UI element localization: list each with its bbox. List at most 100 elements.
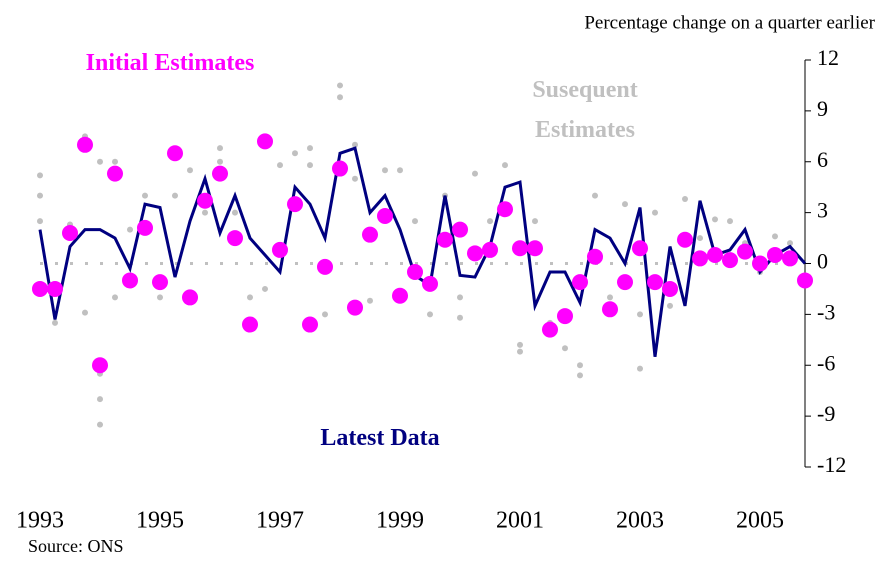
- point: [37, 172, 43, 179]
- point: [142, 192, 148, 199]
- point: [77, 136, 93, 153]
- point: [362, 226, 378, 243]
- source: Source: ONS: [28, 536, 124, 556]
- line: [38, 146, 807, 357]
- y-tick-label: 3: [817, 198, 828, 223]
- point: [682, 196, 688, 203]
- y-tick-label: -12: [817, 452, 846, 477]
- subsequent-label: Susequent Estimates: [532, 77, 638, 143]
- point: [47, 280, 63, 297]
- point: [407, 263, 423, 280]
- point: [497, 201, 513, 218]
- point: [722, 252, 738, 269]
- point: [412, 218, 418, 225]
- point: [167, 145, 183, 162]
- point: [692, 250, 708, 267]
- point: [52, 319, 58, 326]
- point: [577, 372, 583, 379]
- x-tick-label: 1997: [256, 508, 304, 534]
- y-tick-label: 0: [817, 249, 828, 274]
- point: [712, 216, 718, 223]
- x-tick-label: 2003: [616, 508, 664, 534]
- point: [697, 235, 703, 242]
- x-tick-label: 2001: [496, 508, 544, 534]
- point: [572, 274, 588, 291]
- point: [272, 241, 288, 258]
- point: [427, 311, 433, 318]
- point: [277, 162, 283, 169]
- point: [472, 170, 478, 177]
- point: [247, 294, 253, 301]
- point: [127, 226, 133, 233]
- point: [187, 167, 193, 174]
- point: [752, 255, 768, 272]
- point: [392, 287, 408, 304]
- subtitle: Percentage change on a quarter earlier: [584, 12, 875, 33]
- x-tick-label: 1999: [376, 508, 424, 534]
- point: [202, 209, 208, 216]
- point: [602, 301, 618, 318]
- point: [502, 162, 508, 169]
- point: [217, 158, 223, 165]
- point: [617, 274, 633, 291]
- point: [37, 192, 43, 199]
- point: [292, 150, 298, 157]
- point: [662, 280, 678, 297]
- y-tick-label: 6: [817, 147, 828, 172]
- point: [302, 316, 318, 333]
- point: [322, 311, 328, 318]
- initial-label: Initial Estimates: [85, 50, 255, 76]
- y-tick-label: -9: [817, 401, 835, 426]
- point: [157, 294, 163, 301]
- point: [422, 275, 438, 292]
- point: [592, 192, 598, 199]
- point: [112, 294, 118, 301]
- point: [457, 294, 463, 301]
- x-tick-label: 1995: [136, 508, 184, 534]
- x-tick-label: 2005: [736, 508, 784, 534]
- point: [542, 321, 558, 338]
- y-tick-label: -3: [817, 299, 835, 324]
- point: [97, 396, 103, 403]
- point: [667, 302, 673, 309]
- point: [577, 362, 583, 369]
- latest-label: Latest Data: [320, 425, 440, 451]
- point: [37, 218, 43, 225]
- point: [112, 158, 118, 165]
- point: [92, 357, 108, 374]
- point: [457, 314, 463, 321]
- point: [737, 243, 753, 260]
- point: [482, 241, 498, 258]
- point: [532, 218, 538, 225]
- point: [122, 272, 138, 289]
- point: [152, 274, 168, 291]
- point: [727, 218, 733, 225]
- point: [637, 311, 643, 318]
- point: [347, 299, 363, 316]
- point: [197, 192, 213, 209]
- point: [107, 165, 123, 182]
- point: [317, 258, 333, 275]
- point: [782, 250, 798, 267]
- point: [517, 348, 523, 355]
- point: [467, 245, 483, 262]
- x-tick-label: 1993: [16, 508, 64, 534]
- point: [437, 231, 453, 248]
- point: [97, 421, 103, 428]
- point: [512, 240, 528, 257]
- point: [212, 165, 228, 182]
- point: [377, 208, 393, 225]
- point: [307, 145, 313, 152]
- point: [217, 145, 223, 152]
- point: [562, 345, 568, 352]
- point: [227, 230, 243, 247]
- point: [352, 175, 358, 182]
- y-tick-label: 9: [817, 96, 828, 121]
- point: [242, 316, 258, 333]
- point: [172, 192, 178, 199]
- point: [652, 209, 658, 216]
- point: [677, 231, 693, 248]
- point: [527, 240, 543, 257]
- point: [707, 247, 723, 264]
